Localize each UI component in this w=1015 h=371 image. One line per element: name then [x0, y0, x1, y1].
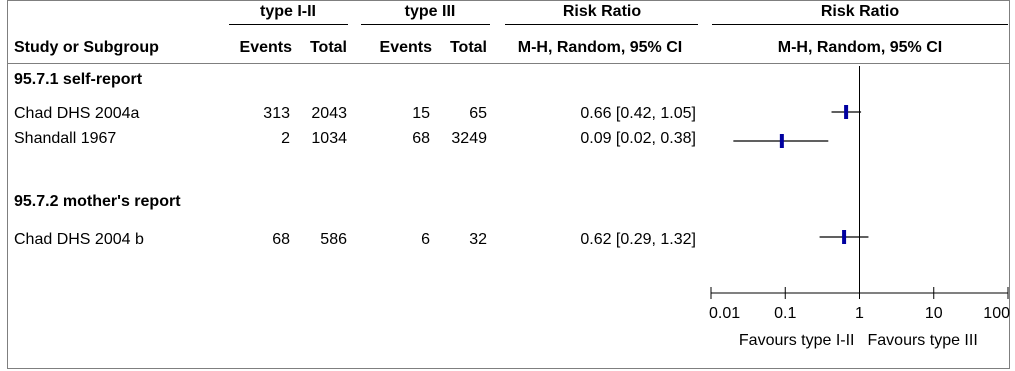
favours-left-label: Favours type I-II — [739, 332, 855, 349]
favours-right-label: Favours type III — [868, 332, 978, 349]
x-tick-label: 10 — [925, 305, 943, 322]
x-tick-label: 100 — [983, 305, 1010, 322]
x-tick-label: 1 — [855, 305, 864, 322]
x-tick-label: 0.1 — [774, 305, 796, 322]
point-estimate-marker — [842, 230, 846, 244]
point-estimate-marker — [780, 134, 784, 148]
point-estimate-marker — [844, 105, 848, 119]
x-tick-label: 0.01 — [709, 305, 740, 322]
